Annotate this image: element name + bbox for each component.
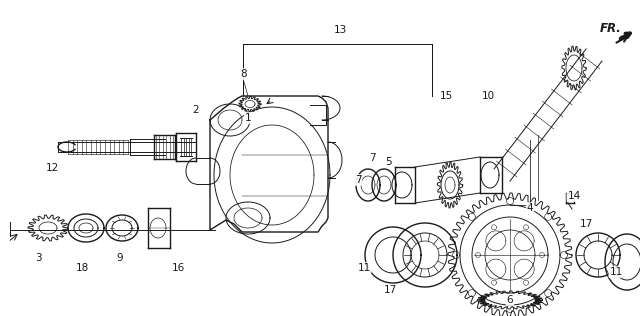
Text: 8: 8 (241, 69, 247, 79)
Text: 14: 14 (568, 191, 580, 201)
Text: 11: 11 (357, 263, 371, 273)
Text: 10: 10 (481, 91, 495, 101)
Text: 15: 15 (440, 91, 452, 101)
Text: 9: 9 (116, 253, 124, 263)
Text: FR.: FR. (600, 21, 621, 34)
Text: 1: 1 (244, 113, 252, 123)
Text: 5: 5 (385, 157, 391, 167)
Text: 16: 16 (172, 263, 184, 273)
Text: 6: 6 (507, 295, 513, 305)
Text: 2: 2 (193, 105, 199, 115)
Text: 17: 17 (579, 219, 593, 229)
Text: 18: 18 (76, 263, 88, 273)
Text: 7: 7 (369, 153, 375, 163)
Text: 3: 3 (35, 253, 42, 263)
Text: 17: 17 (383, 285, 397, 295)
Text: 4: 4 (527, 203, 533, 213)
Text: 11: 11 (609, 267, 623, 277)
Text: 12: 12 (45, 163, 59, 173)
Text: 7: 7 (355, 175, 362, 185)
Text: 13: 13 (333, 25, 347, 35)
